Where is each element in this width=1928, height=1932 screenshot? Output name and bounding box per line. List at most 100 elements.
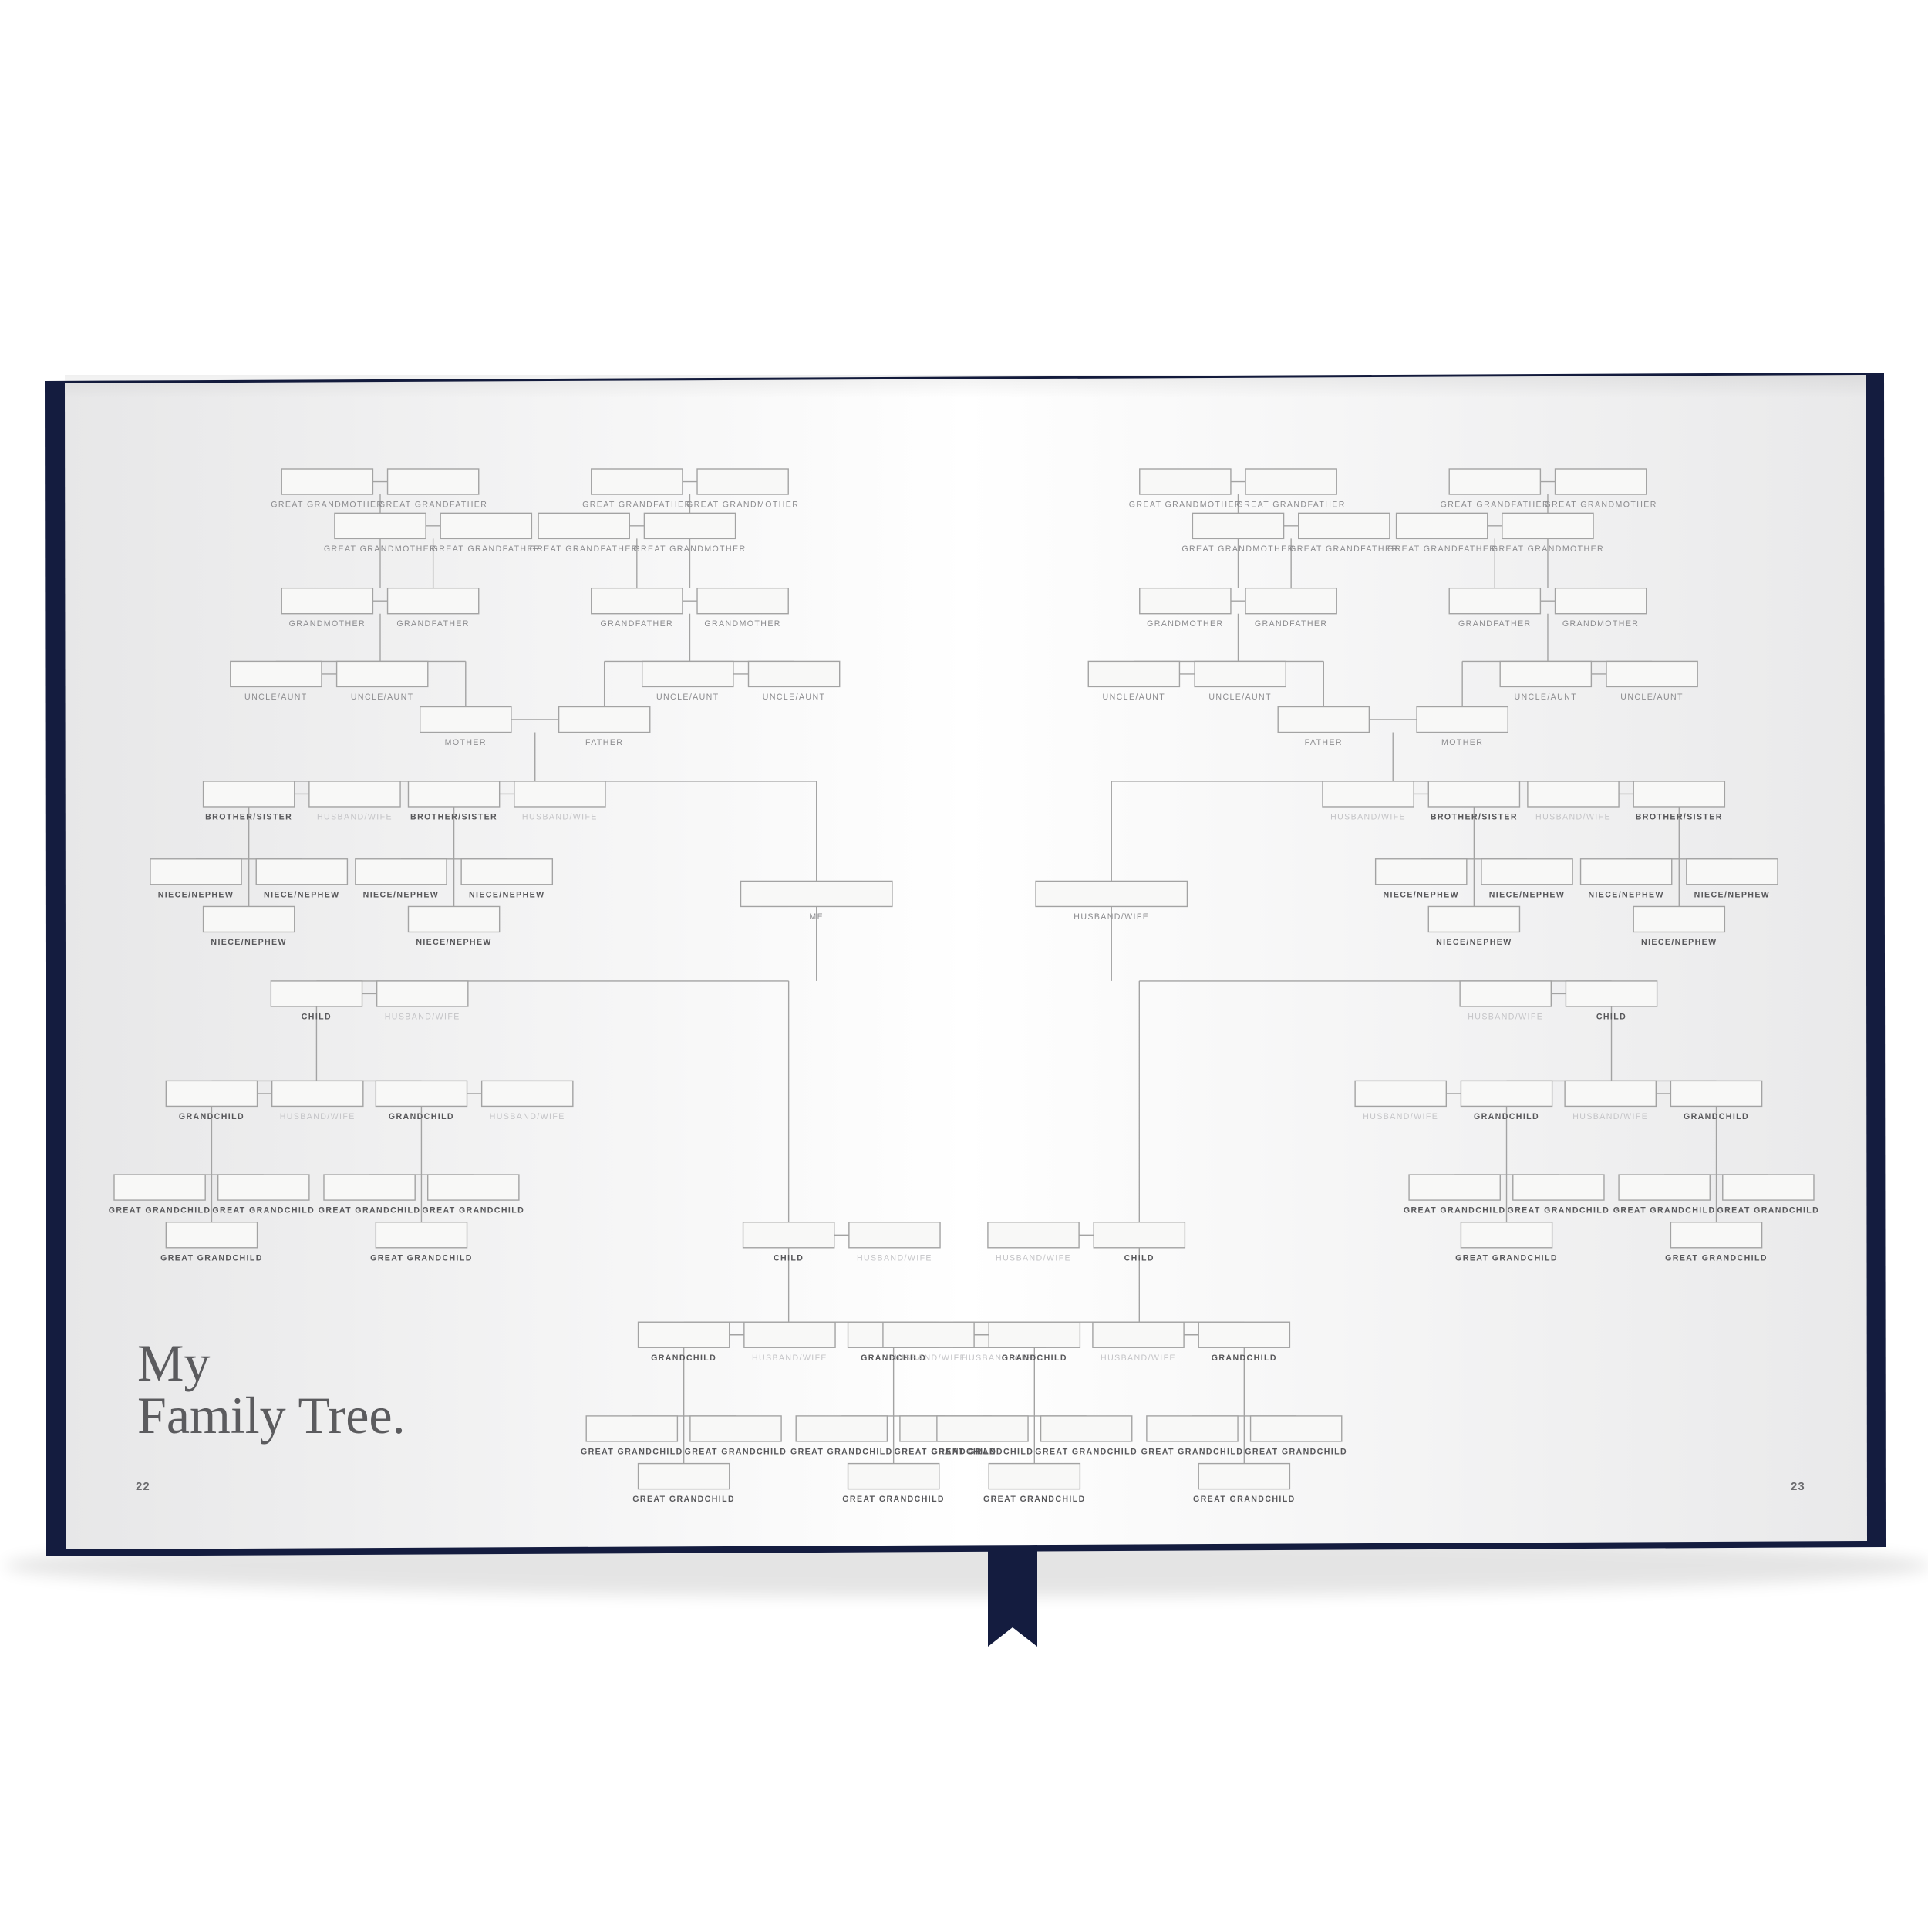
svg-text:FATHER: FATHER (1305, 738, 1343, 747)
svg-text:CHILD: CHILD (1124, 1253, 1154, 1263)
svg-text:HUSBAND/WIFE: HUSBAND/WIFE (1363, 1112, 1438, 1121)
svg-text:GRANDFATHER: GRANDFATHER (601, 619, 674, 629)
svg-text:GREAT GRANDCHILD: GREAT GRANDCHILD (160, 1253, 263, 1263)
svg-text:GREAT GRANDCHILD: GREAT GRANDCHILD (1717, 1206, 1820, 1216)
svg-text:GRANDFATHER: GRANDFATHER (1255, 619, 1328, 629)
svg-text:GREAT GRANDCHILD: GREAT GRANDCHILD (1245, 1447, 1347, 1456)
svg-text:HUSBAND/WIFE: HUSBAND/WIFE (752, 1354, 827, 1363)
svg-text:HUSBAND/WIFE: HUSBAND/WIFE (522, 812, 598, 821)
svg-text:NIECE/NEPHEW: NIECE/NEPHEW (1489, 890, 1566, 899)
svg-text:GREAT GRANDFATHER: GREAT GRANDFATHER (1289, 545, 1398, 554)
svg-text:GREAT GRANDFATHER: GREAT GRANDFATHER (432, 545, 541, 554)
svg-text:GREAT GRANDCHILD: GREAT GRANDCHILD (632, 1495, 735, 1504)
svg-text:GREAT GRANDCHILD: GREAT GRANDCHILD (1508, 1206, 1610, 1216)
svg-text:NIECE/NEPHEW: NIECE/NEPHEW (1641, 938, 1717, 947)
svg-text:GREAT GRANDCHILD: GREAT GRANDCHILD (932, 1447, 1034, 1456)
svg-text:UNCLE/AUNT: UNCLE/AUNT (1620, 693, 1684, 702)
svg-text:NIECE/NEPHEW: NIECE/NEPHEW (469, 890, 545, 899)
svg-text:NIECE/NEPHEW: NIECE/NEPHEW (264, 890, 340, 899)
svg-text:GREAT GRANDCHILD: GREAT GRANDCHILD (1193, 1495, 1296, 1504)
svg-text:NIECE/NEPHEW: NIECE/NEPHEW (1436, 938, 1512, 947)
svg-text:GREAT GRANDMOTHER: GREAT GRANDMOTHER (1492, 545, 1604, 554)
svg-text:GREAT GRANDFATHER: GREAT GRANDFATHER (1236, 501, 1345, 510)
svg-text:GREAT GRANDCHILD: GREAT GRANDCHILD (1035, 1447, 1138, 1456)
svg-text:UNCLE/AUNT: UNCLE/AUNT (351, 693, 414, 702)
svg-text:GREAT GRANDCHILD: GREAT GRANDCHILD (319, 1206, 421, 1216)
svg-text:GRANDCHILD: GRANDCHILD (179, 1112, 244, 1121)
svg-text:HUSBAND/WIFE: HUSBAND/WIFE (317, 812, 393, 821)
svg-text:HUSBAND/WIFE: HUSBAND/WIFE (857, 1253, 932, 1263)
svg-text:CHILD: CHILD (1596, 1012, 1626, 1021)
svg-text:UNCLE/AUNT: UNCLE/AUNT (1103, 693, 1166, 702)
svg-text:23: 23 (1791, 1480, 1805, 1493)
svg-text:UNCLE/AUNT: UNCLE/AUNT (1208, 693, 1272, 702)
svg-text:GREAT GRANDCHILD: GREAT GRANDCHILD (842, 1495, 945, 1504)
svg-text:NIECE/NEPHEW: NIECE/NEPHEW (1588, 890, 1664, 899)
svg-text:FATHER: FATHER (585, 738, 623, 747)
svg-text:GREAT GRANDCHILD: GREAT GRANDCHILD (685, 1447, 787, 1456)
svg-text:BROTHER/SISTER: BROTHER/SISTER (410, 812, 497, 821)
svg-text:GRANDMOTHER: GRANDMOTHER (704, 619, 780, 629)
svg-text:UNCLE/AUNT: UNCLE/AUNT (763, 693, 826, 702)
svg-text:GRANDFATHER: GRANDFATHER (396, 619, 470, 629)
svg-text:HUSBAND/WIFE: HUSBAND/WIFE (1468, 1012, 1543, 1021)
svg-text:ME: ME (809, 912, 824, 922)
svg-text:NIECE/NEPHEW: NIECE/NEPHEW (363, 890, 440, 899)
svg-text:GREAT GRANDCHILD: GREAT GRANDCHILD (109, 1206, 211, 1216)
svg-text:UNCLE/AUNT: UNCLE/AUNT (656, 693, 720, 702)
svg-text:GREAT GRANDCHILD: GREAT GRANDCHILD (1665, 1253, 1768, 1263)
svg-text:NIECE/NEPHEW: NIECE/NEPHEW (416, 938, 492, 947)
svg-text:GREAT GRANDMOTHER: GREAT GRANDMOTHER (633, 545, 746, 554)
svg-text:22: 22 (136, 1480, 150, 1493)
svg-text:GREAT GRANDCHILD: GREAT GRANDCHILD (983, 1495, 1086, 1504)
svg-text:HUSBAND/WIFE: HUSBAND/WIFE (1330, 812, 1406, 821)
svg-text:GRANDCHILD: GRANDCHILD (1474, 1112, 1539, 1121)
svg-text:UNCLE/AUNT: UNCLE/AUNT (244, 693, 308, 702)
svg-text:GREAT GRANDMOTHER: GREAT GRANDMOTHER (271, 501, 383, 510)
svg-text:GREAT GRANDCHILD: GREAT GRANDCHILD (581, 1447, 683, 1456)
svg-text:GRANDCHILD: GRANDCHILD (389, 1112, 454, 1121)
svg-text:GRANDMOTHER: GRANDMOTHER (1562, 619, 1639, 629)
svg-text:MOTHER: MOTHER (1441, 738, 1483, 747)
svg-text:GRANDFATHER: GRANDFATHER (1458, 619, 1532, 629)
svg-text:HUSBAND/WIFE: HUSBAND/WIFE (490, 1112, 565, 1121)
svg-text:HUSBAND/WIFE: HUSBAND/WIFE (1572, 1112, 1648, 1121)
svg-text:BROTHER/SISTER: BROTHER/SISTER (1636, 812, 1723, 821)
svg-text:HUSBAND/WIFE: HUSBAND/WIFE (1535, 812, 1611, 821)
svg-text:HUSBAND/WIFE: HUSBAND/WIFE (1074, 912, 1149, 922)
svg-text:My: My (137, 1334, 210, 1392)
svg-text:GREAT GRANDMOTHER: GREAT GRANDMOTHER (1181, 545, 1294, 554)
svg-text:MOTHER: MOTHER (445, 738, 487, 747)
svg-text:GREAT GRANDCHILD: GREAT GRANDCHILD (212, 1206, 315, 1216)
svg-text:HUSBAND/WIFE: HUSBAND/WIFE (385, 1012, 460, 1021)
svg-text:GREAT GRANDCHILD: GREAT GRANDCHILD (1613, 1206, 1716, 1216)
svg-text:GRANDCHILD: GRANDCHILD (1212, 1354, 1277, 1363)
svg-text:NIECE/NEPHEW: NIECE/NEPHEW (1694, 890, 1771, 899)
svg-text:HUSBAND/WIFE: HUSBAND/WIFE (996, 1253, 1071, 1263)
svg-text:GREAT GRANDFATHER: GREAT GRANDFATHER (529, 545, 638, 554)
svg-text:GREAT GRANDCHILD: GREAT GRANDCHILD (1455, 1253, 1558, 1263)
svg-text:HUSBAND/WIFE: HUSBAND/WIFE (1101, 1354, 1176, 1363)
svg-text:UNCLE/AUNT: UNCLE/AUNT (1514, 693, 1577, 702)
svg-text:NIECE/NEPHEW: NIECE/NEPHEW (1383, 890, 1459, 899)
svg-text:GREAT GRANDCHILD: GREAT GRANDCHILD (370, 1253, 473, 1263)
svg-text:GREAT GRANDFATHER: GREAT GRANDFATHER (582, 501, 691, 510)
svg-text:GRANDCHILD: GRANDCHILD (651, 1354, 716, 1363)
svg-text:GREAT GRANDMOTHER: GREAT GRANDMOTHER (1544, 501, 1657, 510)
svg-text:HUSBAND/WIFE: HUSBAND/WIFE (891, 1354, 966, 1363)
svg-text:GREAT GRANDCHILD: GREAT GRANDCHILD (1404, 1206, 1506, 1216)
svg-text:GRANDMOTHER: GRANDMOTHER (1147, 619, 1223, 629)
svg-text:GREAT GRANDCHILD: GREAT GRANDCHILD (790, 1447, 893, 1456)
svg-text:BROTHER/SISTER: BROTHER/SISTER (1431, 812, 1518, 821)
svg-text:GRANDCHILD: GRANDCHILD (1002, 1354, 1067, 1363)
svg-text:GRANDMOTHER: GRANDMOTHER (289, 619, 366, 629)
svg-text:GREAT GRANDMOTHER: GREAT GRANDMOTHER (1129, 501, 1242, 510)
svg-text:CHILD: CHILD (774, 1253, 804, 1263)
svg-text:NIECE/NEPHEW: NIECE/NEPHEW (211, 938, 287, 947)
svg-text:HUSBAND/WIFE: HUSBAND/WIFE (280, 1112, 356, 1121)
svg-text:GREAT GRANDCHILD: GREAT GRANDCHILD (1141, 1447, 1244, 1456)
svg-text:GREAT GRANDCHILD: GREAT GRANDCHILD (422, 1206, 524, 1216)
svg-text:GREAT GRANDFATHER: GREAT GRANDFATHER (379, 501, 487, 510)
svg-text:CHILD: CHILD (302, 1012, 332, 1021)
svg-text:Family Tree.: Family Tree. (137, 1386, 406, 1445)
